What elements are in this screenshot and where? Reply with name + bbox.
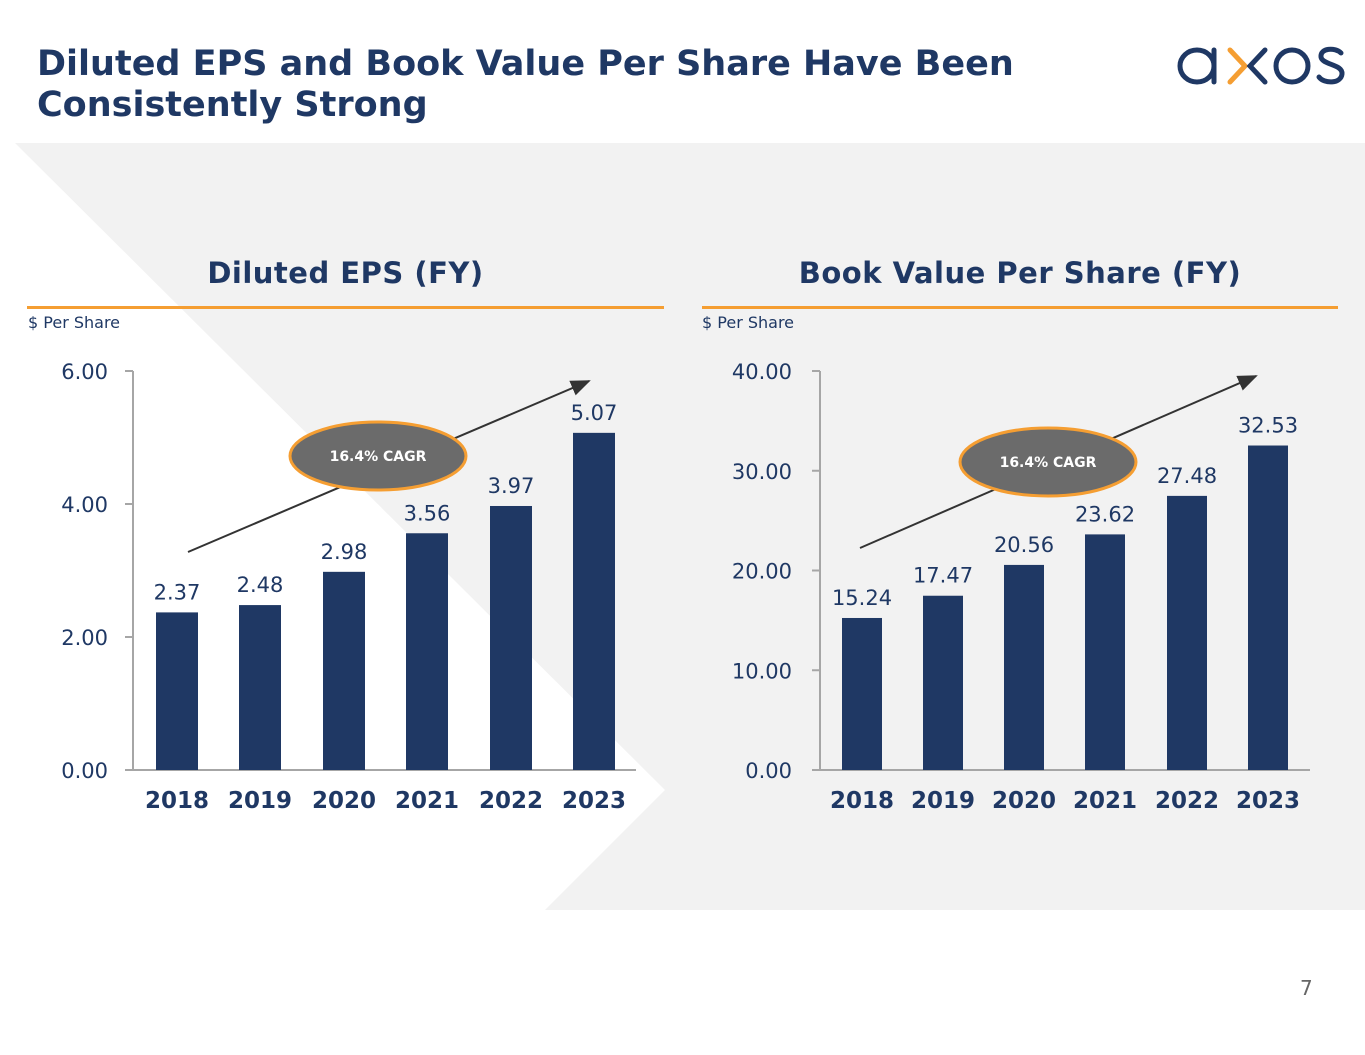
x-tick-label-2023: 2023 bbox=[1236, 788, 1300, 814]
cagr-label: 16.4% CAGR bbox=[1000, 455, 1097, 471]
data-label-2019: 2.48 bbox=[237, 573, 284, 597]
data-label-2023: 32.53 bbox=[1238, 414, 1298, 438]
page-title-line-1: Diluted EPS and Book Value Per Share Hav… bbox=[37, 44, 1014, 84]
cagr-ellipse bbox=[288, 420, 468, 492]
bvps-title-rule bbox=[702, 306, 1338, 309]
y-tick-label: 2.00 bbox=[61, 626, 108, 650]
bar-2021 bbox=[1085, 534, 1125, 770]
bvps-chart-title: Book Value Per Share (FY) bbox=[798, 256, 1242, 290]
x-tick-label-2021: 2021 bbox=[1073, 788, 1137, 814]
bar-2019 bbox=[239, 605, 281, 770]
axos-logo bbox=[1177, 46, 1345, 85]
eps-chart-title: Diluted EPS (FY) bbox=[207, 256, 484, 290]
bar-2019 bbox=[923, 595, 963, 770]
y-tick-label: 20.00 bbox=[732, 560, 792, 584]
x-tick-label-2018: 2018 bbox=[145, 788, 209, 814]
cagr-label: 16.4% CAGR bbox=[330, 449, 427, 465]
data-label-2021: 23.62 bbox=[1075, 502, 1135, 526]
x-tick-label-2020: 2020 bbox=[992, 788, 1056, 814]
bar-2023 bbox=[573, 432, 615, 770]
y-tick-label: 0.00 bbox=[745, 759, 792, 783]
y-tick-label: 30.00 bbox=[732, 460, 792, 484]
eps-unit-label: $ Per Share bbox=[28, 313, 121, 332]
x-tick-label-2020: 2020 bbox=[312, 788, 376, 814]
x-tick-label-2018: 2018 bbox=[830, 788, 894, 814]
data-label-2022: 27.48 bbox=[1157, 464, 1217, 488]
bar-2018 bbox=[842, 617, 882, 770]
x-tick-label-2022: 2022 bbox=[479, 788, 543, 814]
bar-2023 bbox=[1248, 445, 1288, 770]
bar-2022 bbox=[490, 505, 532, 770]
data-label-2020: 20.56 bbox=[994, 533, 1054, 557]
x-tick-label-2021: 2021 bbox=[395, 788, 459, 814]
page-title-line-2: Consistently Strong bbox=[37, 85, 428, 125]
x-tick-label-2019: 2019 bbox=[911, 788, 975, 814]
page-title: Diluted EPS and Book Value Per Share Hav… bbox=[37, 44, 1014, 126]
data-label-2018: 15.24 bbox=[832, 586, 892, 610]
eps-title-rule bbox=[27, 306, 664, 309]
bar-2020 bbox=[323, 571, 365, 770]
page-number: 7 bbox=[1300, 976, 1313, 1000]
y-tick-label: 40.00 bbox=[732, 360, 792, 384]
bar-2021 bbox=[406, 533, 448, 770]
bar-2018 bbox=[156, 612, 198, 770]
y-tick-label: 10.00 bbox=[732, 659, 792, 683]
data-label-2018: 2.37 bbox=[154, 580, 201, 604]
data-label-2019: 17.47 bbox=[913, 564, 973, 588]
data-label-2022: 3.97 bbox=[488, 474, 535, 498]
x-tick-label-2023: 2023 bbox=[562, 788, 626, 814]
bar-2022 bbox=[1167, 495, 1207, 770]
bar-2020 bbox=[1004, 564, 1044, 770]
data-label-2020: 2.98 bbox=[321, 540, 368, 564]
y-tick-label: 6.00 bbox=[61, 360, 108, 384]
data-label-2021: 3.56 bbox=[404, 501, 451, 525]
data-label-2023: 5.07 bbox=[571, 401, 618, 425]
x-tick-label-2019: 2019 bbox=[228, 788, 292, 814]
y-tick-label: 4.00 bbox=[61, 493, 108, 517]
x-tick-label-2022: 2022 bbox=[1155, 788, 1219, 814]
bvps-unit-label: $ Per Share bbox=[702, 313, 795, 332]
cagr-ellipse bbox=[958, 426, 1138, 498]
y-tick-label: 0.00 bbox=[61, 759, 108, 783]
